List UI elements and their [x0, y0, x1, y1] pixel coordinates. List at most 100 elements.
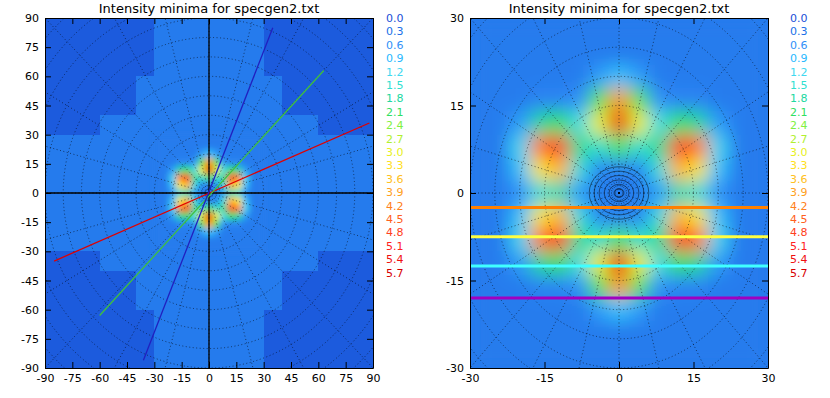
background-cell	[100, 349, 119, 368]
background-cell	[136, 232, 155, 252]
heatmap-cell	[629, 158, 649, 182]
tick: 75	[25, 41, 51, 54]
background-cell	[264, 212, 283, 232]
heatmap-cell	[649, 111, 669, 135]
heatmap-cell	[530, 181, 550, 205]
background-cell	[209, 37, 228, 57]
background-cell	[355, 18, 373, 38]
heatmap-cell	[235, 150, 243, 158]
tick-label: 15	[687, 372, 701, 385]
heatmap-cell	[748, 181, 768, 205]
background-cell	[355, 135, 373, 155]
tick-mark	[762, 193, 768, 194]
tick-mark	[45, 18, 51, 19]
background-cell	[282, 174, 301, 194]
tick-label: 30	[25, 129, 39, 142]
grid-spoke	[619, 193, 768, 194]
heatmap-cell	[176, 166, 184, 174]
heatmap-cell	[242, 220, 250, 228]
background-cell	[63, 115, 82, 135]
heatmap-cell	[629, 111, 649, 135]
heatmap-cell	[530, 251, 550, 275]
colorbar-label: 3.9	[386, 186, 404, 199]
tick	[545, 18, 546, 24]
heatmap-cell	[213, 142, 221, 150]
background-cell	[300, 193, 319, 213]
tick	[367, 76, 373, 77]
heatmap-cell	[689, 18, 709, 42]
heatmap-cell	[510, 111, 530, 135]
background-cell	[136, 37, 155, 57]
heatmap-cell	[227, 244, 235, 252]
background-cell	[337, 174, 356, 194]
heatmap-cell	[549, 228, 569, 252]
tick: 0	[616, 362, 623, 385]
tick: 30	[25, 129, 51, 142]
background-cell	[264, 310, 283, 330]
heatmap-cell	[689, 298, 709, 322]
colorbar-label: 0.0	[386, 12, 404, 25]
tick-mark	[45, 368, 51, 369]
heatmap-cell	[629, 275, 649, 299]
heatmap-cell	[470, 275, 490, 299]
tick-mark	[182, 362, 183, 368]
axis	[367, 19, 374, 369]
tick-mark	[318, 18, 319, 24]
tick: 45	[25, 100, 51, 113]
heatmap-cell	[213, 135, 221, 143]
background-cell	[245, 310, 264, 330]
heatmap-cell	[191, 166, 199, 174]
background-cell	[63, 310, 82, 330]
background-cell	[318, 251, 337, 271]
tick	[127, 18, 128, 24]
grid-spoke	[470, 18, 619, 193]
heatmap-cell	[689, 228, 709, 252]
background-cell	[282, 18, 301, 38]
background-cell	[355, 271, 373, 291]
grid-spoke	[507, 193, 619, 368]
tick	[154, 18, 155, 24]
tick-mark	[545, 18, 546, 24]
tick-label: -60	[91, 372, 109, 385]
tick-mark	[694, 362, 695, 368]
heatmap-cell	[649, 18, 669, 42]
tick-mark	[346, 362, 347, 368]
background-cell	[173, 115, 192, 135]
background-cell	[173, 96, 192, 116]
heatmap-cell	[162, 135, 170, 143]
heatmap-cell	[728, 18, 748, 42]
heatmap-cell	[220, 166, 228, 174]
tick-label: 30	[450, 12, 464, 25]
heatmap-cell	[569, 65, 589, 89]
grid-circle	[470, 18, 768, 368]
heatmap-cell	[490, 275, 510, 299]
tick: 15	[25, 158, 51, 171]
tick-label: 0	[457, 187, 464, 200]
background-cell	[209, 96, 228, 116]
tick: -15	[446, 275, 476, 288]
background-cell	[81, 115, 100, 135]
tick: 0	[206, 362, 213, 385]
background-cell	[282, 251, 301, 271]
background-cell	[118, 154, 137, 174]
background-cell	[45, 329, 64, 349]
background-cell	[118, 174, 137, 194]
tick-mark	[367, 47, 373, 48]
background-cell	[245, 290, 264, 310]
heatmap-cell	[569, 275, 589, 299]
heatmap-cell	[708, 275, 728, 299]
heatmap-cell	[589, 88, 609, 112]
heatmap-cell	[549, 18, 569, 42]
background-cell	[282, 57, 301, 77]
background-cell	[227, 115, 246, 135]
grid-circle	[45, 18, 373, 368]
background-cell	[209, 310, 228, 330]
background-cell	[81, 135, 100, 155]
grid-spoke	[209, 193, 327, 368]
background-cell	[245, 349, 264, 368]
background-cell	[337, 232, 356, 252]
heatmap-cell	[510, 158, 530, 182]
tick: -45	[21, 275, 51, 288]
heatmap-cell	[708, 251, 728, 275]
background-cell	[209, 290, 228, 310]
